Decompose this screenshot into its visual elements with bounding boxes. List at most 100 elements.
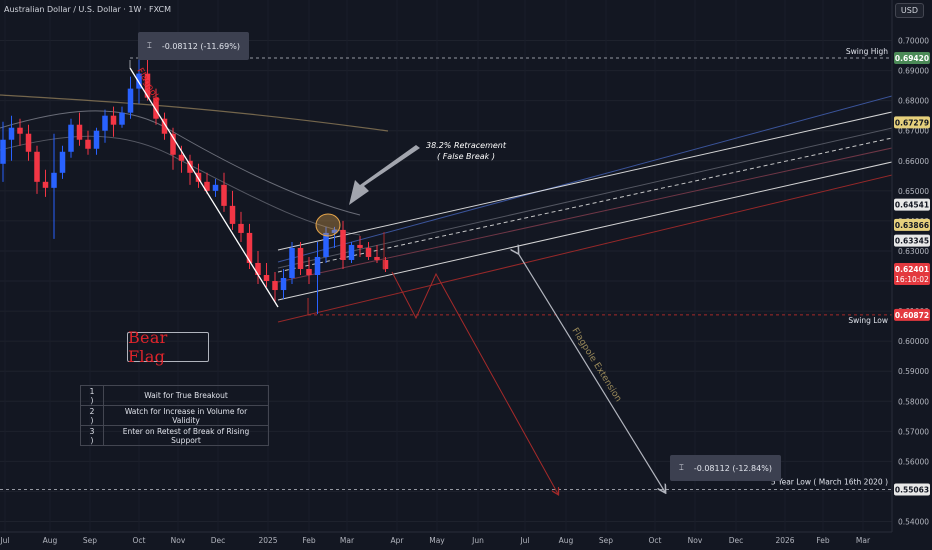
y-tick-label: 0.58000 — [898, 397, 929, 406]
x-tick-label: Mar — [856, 536, 871, 545]
price-tags: 0.69420 0.67279 0.64541 0.63866 0.63345 0.624… — [894, 51, 930, 496]
step-number: 2 ) — [80, 405, 104, 426]
candle-body — [314, 256, 321, 276]
candle-body — [127, 88, 134, 113]
y-tick-label: 0.63000 — [898, 247, 929, 256]
step-text: Watch for Increase in Volume for Validit… — [103, 405, 269, 426]
candle-body — [365, 247, 372, 257]
price-tag-label: 0.63866 — [895, 221, 929, 230]
table-row: 1 ) Wait for True Breakout — [80, 385, 269, 406]
price-tag-label: 0.64541 — [895, 201, 929, 210]
candle-body — [246, 232, 253, 263]
candle-body — [136, 73, 142, 89]
x-tick-label: Sep — [83, 536, 97, 545]
candle-body — [374, 256, 380, 260]
x-tick-label: Jun — [471, 536, 484, 545]
candle-body — [0, 139, 6, 164]
candle-body — [51, 172, 57, 188]
measure-bottom-box: ⌶ -0.08112 (-12.84%) — [670, 455, 781, 481]
channel-line — [277, 127, 893, 269]
candle-body — [153, 97, 159, 119]
y-tick-label: 0.59000 — [898, 367, 929, 376]
price-tag-countdown: 16:10:02 — [895, 275, 929, 284]
y-tick-label: 0.54000 — [898, 517, 929, 526]
candle-body — [187, 160, 193, 173]
price-tag — [894, 116, 930, 129]
y-tick-label: 0.70000 — [898, 37, 929, 46]
flagpole-line — [129, 67, 279, 308]
y-tick-label: 0.65000 — [898, 187, 929, 196]
y-tick-label: 0.67000 — [898, 127, 929, 136]
flagpole-extension-label: Flagpole Extension — [569, 326, 623, 404]
candle-body — [382, 259, 389, 269]
false-break-marker — [315, 213, 341, 237]
steps-table: 1 ) Wait for True Breakout 2 ) Watch for I… — [80, 385, 269, 446]
x-tick-label: Aug — [559, 536, 574, 545]
x-tick-label: Oct — [649, 536, 662, 545]
flag-channel — [277, 95, 893, 323]
price-tag-label: 0.62401 — [895, 265, 929, 274]
candle-body — [8, 127, 15, 140]
currency-button[interactable]: USD — [894, 3, 924, 18]
step-number: 3 ) — [80, 425, 104, 446]
y-tick-label: 0.69000 — [898, 67, 929, 76]
bear-flag-label: Bear Flag — [127, 328, 209, 366]
channel-line — [277, 95, 893, 263]
chart-grid — [0, 40, 892, 522]
swing-high-label: Swing High — [846, 47, 888, 56]
price-tag — [894, 51, 930, 64]
candle-body — [119, 112, 125, 125]
candle-body — [323, 232, 329, 257]
table-row: 2 ) Watch for Increase in Volume for Vali… — [80, 405, 269, 426]
candle-body — [229, 205, 236, 224]
candle-body — [25, 133, 32, 152]
candle-body — [297, 247, 304, 269]
candle-body — [170, 133, 176, 155]
channel-line — [277, 147, 893, 283]
time-axis: Jul Aug Sep Oct Nov Dec 2025 Feb Mar Apr May Jun Jul… — [0, 531, 892, 545]
x-tick-label: Apr — [391, 536, 405, 545]
measure-top-label: -0.08112 (-11.69%) — [161, 41, 240, 51]
x-tick-label: Nov — [171, 536, 186, 545]
candle-body — [221, 184, 227, 206]
false-break-label: ( False Break ) — [437, 152, 495, 161]
x-tick-label: Dec — [729, 536, 744, 545]
x-tick-label: Jul — [0, 536, 10, 545]
candle-body — [93, 130, 100, 149]
candle-body — [161, 118, 168, 134]
y-tick-label: 0.56000 — [898, 457, 929, 466]
candle-body — [280, 278, 287, 291]
candle-body — [178, 154, 185, 161]
y-tick-label: 0.66000 — [898, 157, 929, 166]
x-tick-label: Oct — [133, 536, 146, 545]
candle-body — [306, 268, 312, 276]
price-tag — [894, 198, 930, 211]
retracement-arrow — [349, 145, 420, 205]
candle-body — [59, 151, 66, 173]
x-tick-label: Feb — [816, 536, 830, 545]
candle-body — [102, 115, 108, 131]
x-tick-label: 2026 — [775, 536, 794, 545]
price-tag-label: 0.69420 — [895, 54, 929, 63]
x-tick-label: Sep — [599, 536, 613, 545]
price-tag — [894, 262, 930, 285]
price-tag-label: 0.67279 — [895, 118, 929, 127]
candle-body — [76, 124, 83, 140]
y-tick-label: 0.57000 — [898, 427, 929, 436]
candle-body — [263, 275, 270, 282]
channel-line — [277, 111, 893, 251]
x-tick-label: Dec — [211, 536, 226, 545]
candle-body — [238, 223, 244, 233]
candle-body — [68, 124, 74, 152]
x-tick-label: Nov — [688, 536, 703, 545]
measure-top-box: ⌶ -0.08112 (-11.69%) — [138, 32, 249, 60]
chart-title: Australian Dollar / U.S. Dollar · 1W · F… — [4, 5, 171, 14]
candle-body — [212, 184, 219, 191]
flagpole-extension-arrow — [518, 253, 665, 492]
ma-line — [0, 110, 361, 216]
price-tag — [894, 234, 930, 247]
candle-body — [255, 262, 261, 276]
step-text: Enter on Retest of Break of Rising Suppo… — [103, 425, 269, 446]
measure-bottom-label: -0.08112 (-12.84%) — [693, 463, 772, 473]
